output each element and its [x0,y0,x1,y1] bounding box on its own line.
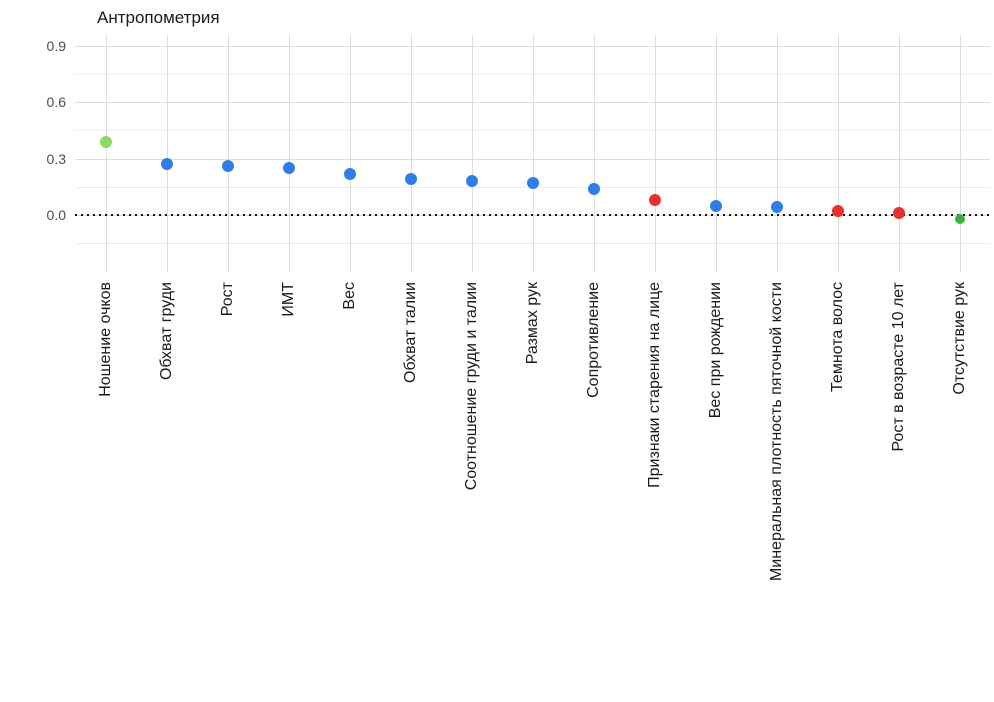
chart-title: Антропометрия [97,8,220,27]
x-axis-label: Обхват груди [157,282,175,381]
data-point [954,213,965,224]
data-point [770,201,783,214]
gridline-vertical [898,35,900,272]
x-axis-label: Вес при рождении [706,282,724,419]
data-point [160,158,173,171]
plot-area [75,35,990,272]
gridline-vertical [166,35,168,272]
data-point [404,173,417,186]
y-tick-label: 0.9 [46,37,66,54]
data-point [526,177,539,190]
data-point [892,207,905,220]
x-axis-label: Отсутствие рук [950,282,968,395]
gridline-vertical [532,35,534,272]
x-axis-label: Рост [218,282,236,317]
data-point [648,193,661,206]
gridline-vertical [471,35,473,272]
x-axis-label: Вес [340,282,358,310]
data-point [587,182,600,195]
x-axis-label: Ношение очков [96,282,114,397]
data-point [465,175,478,188]
gridline-vertical [288,35,290,272]
x-axis-label: Размах рук [523,282,541,365]
gridline-vertical [654,35,656,272]
gridline-vertical [410,35,412,272]
gridline-vertical [776,35,778,272]
gridline-vertical [227,35,229,272]
x-axis-label: Минеральная плотность пяточной кости [767,282,785,582]
gridline-vertical [105,35,107,272]
x-axis-label: ИМТ [279,282,297,317]
gridline-vertical [959,35,961,272]
y-tick-label: 0.3 [46,150,66,167]
zero-reference-line [75,214,990,216]
gridline-vertical [715,35,717,272]
data-point [709,199,722,212]
x-axis-label: Признаки старения на лице [645,282,663,488]
gridline-vertical [349,35,351,272]
x-axis-label: Обхват талии [401,282,419,383]
x-axis-label: Соотношение груди и талии [462,282,480,491]
gridline-vertical [593,35,595,272]
y-tick-label: 0.0 [46,207,66,223]
gridline-vertical [837,35,839,272]
x-axis-label: Рост в возрасте 10 лет [889,282,907,452]
y-tick-label: 0.6 [46,94,66,111]
x-axis-label: Сопротивление [584,282,602,398]
data-point [221,160,234,173]
data-point [831,205,844,218]
x-axis-label: Темнота волос [828,282,846,392]
data-point [282,162,295,174]
data-point [343,167,356,180]
data-point [99,135,112,148]
